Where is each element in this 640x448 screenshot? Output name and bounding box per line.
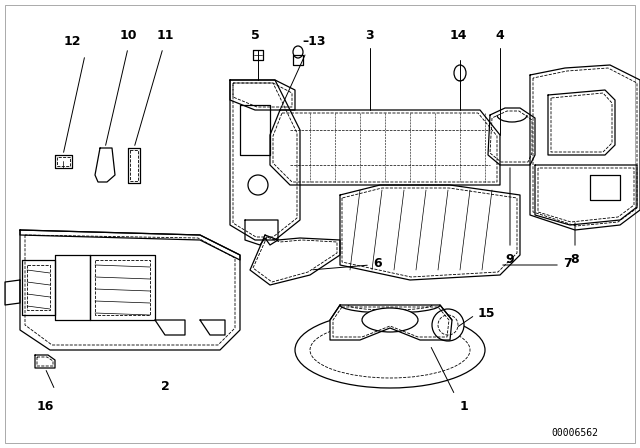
Polygon shape (548, 90, 615, 155)
Polygon shape (245, 220, 278, 245)
Ellipse shape (432, 309, 464, 341)
Text: 14: 14 (449, 29, 467, 42)
Polygon shape (293, 55, 303, 65)
Polygon shape (35, 355, 55, 368)
Polygon shape (20, 230, 240, 260)
Polygon shape (95, 148, 115, 182)
Polygon shape (488, 108, 535, 165)
Text: 2: 2 (161, 380, 170, 393)
Text: –13: –13 (302, 35, 326, 48)
Text: 11: 11 (156, 29, 173, 42)
Polygon shape (270, 110, 500, 185)
Text: 8: 8 (571, 253, 579, 266)
Polygon shape (55, 155, 72, 168)
Polygon shape (590, 175, 620, 200)
Polygon shape (253, 50, 263, 60)
Polygon shape (250, 235, 340, 285)
Polygon shape (22, 260, 55, 315)
Text: 15: 15 (478, 306, 495, 319)
Text: 4: 4 (495, 29, 504, 42)
Ellipse shape (248, 175, 268, 195)
Polygon shape (155, 320, 185, 335)
Polygon shape (90, 255, 155, 320)
Polygon shape (530, 65, 640, 230)
Polygon shape (230, 80, 300, 240)
Text: 5: 5 (251, 29, 259, 42)
Polygon shape (128, 148, 140, 183)
Text: 7: 7 (563, 257, 572, 270)
Polygon shape (330, 305, 452, 340)
Text: 1: 1 (460, 400, 468, 413)
Text: 16: 16 (36, 400, 54, 413)
Text: 10: 10 (119, 29, 137, 42)
Polygon shape (200, 320, 225, 335)
Ellipse shape (295, 312, 485, 388)
Ellipse shape (362, 308, 418, 332)
Ellipse shape (293, 46, 303, 58)
Ellipse shape (454, 65, 466, 81)
Text: 3: 3 (365, 29, 374, 42)
Polygon shape (240, 105, 270, 155)
Text: 6: 6 (373, 257, 381, 270)
Polygon shape (5, 280, 20, 305)
Text: 00006562: 00006562 (552, 428, 598, 438)
Polygon shape (20, 230, 240, 350)
Polygon shape (340, 185, 520, 280)
Polygon shape (535, 165, 637, 225)
Text: 12: 12 (63, 35, 81, 48)
Text: 9: 9 (506, 253, 515, 266)
Polygon shape (230, 80, 295, 110)
